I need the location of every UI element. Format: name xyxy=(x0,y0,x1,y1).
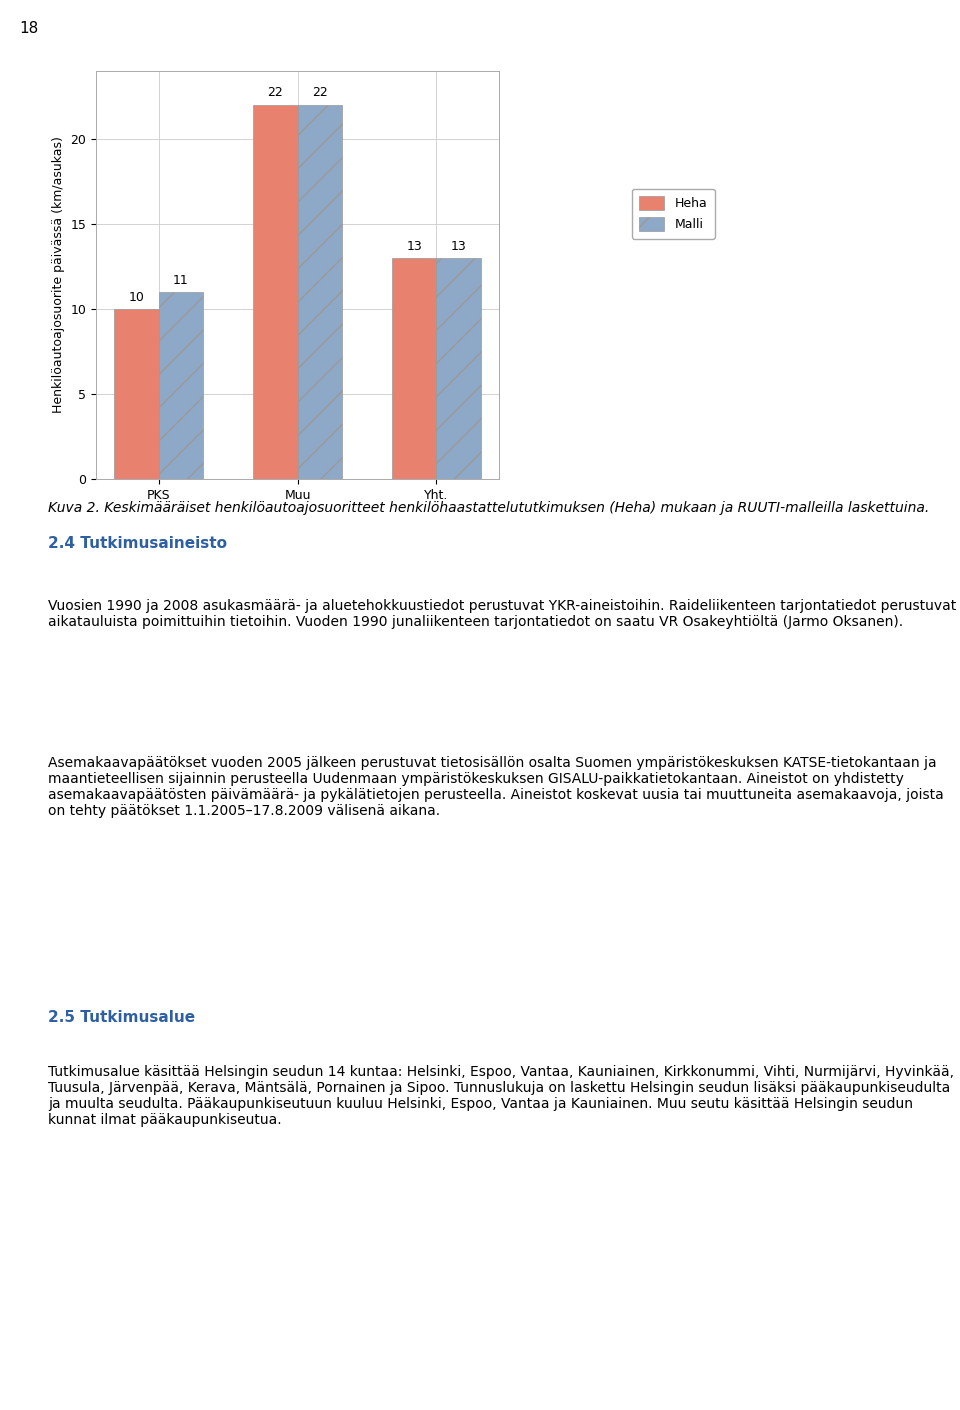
Text: Tutkimusalue käsittää Helsingin seudun 14 kuntaa: Helsinki, Espoo, Vantaa, Kauni: Tutkimusalue käsittää Helsingin seudun 1… xyxy=(48,1065,954,1127)
Bar xyxy=(253,104,298,479)
Text: 2.5 Tutkimusalue: 2.5 Tutkimusalue xyxy=(48,1010,195,1025)
Text: Kuva 2. Keskimääräiset henkilöautoajosuoritteet henkilöhaastattelututkimuksen (H: Kuva 2. Keskimääräiset henkilöautoajosuo… xyxy=(48,501,929,515)
Text: Asemakaavapäätökset vuoden 2005 jälkeen perustuvat tietosisällön osalta Suomen y: Asemakaavapäätökset vuoden 2005 jälkeen … xyxy=(48,756,944,818)
Legend: Heha, Malli: Heha, Malli xyxy=(632,189,714,238)
Text: 10: 10 xyxy=(129,290,144,305)
Text: 13: 13 xyxy=(406,240,422,252)
Bar xyxy=(298,104,342,479)
Text: 11: 11 xyxy=(173,274,189,286)
Bar xyxy=(392,258,437,479)
Text: Vuosien 1990 ja 2008 asukasmäärä- ja aluetehokkuustiedot perustuvat YKR-aineisto: Vuosien 1990 ja 2008 asukasmäärä- ja alu… xyxy=(48,599,956,629)
Text: 22: 22 xyxy=(312,86,327,100)
Y-axis label: Henkilöautoajosuorite päivässä (km/asukas): Henkilöautoajosuorite päivässä (km/asuka… xyxy=(52,137,65,413)
Text: 2.4 Tutkimusaineisto: 2.4 Tutkimusaineisto xyxy=(48,536,227,551)
Bar xyxy=(437,258,481,479)
Text: 13: 13 xyxy=(451,240,467,252)
Text: 22: 22 xyxy=(268,86,283,100)
Bar xyxy=(114,309,158,479)
Bar xyxy=(158,292,204,479)
Text: 18: 18 xyxy=(19,21,38,37)
